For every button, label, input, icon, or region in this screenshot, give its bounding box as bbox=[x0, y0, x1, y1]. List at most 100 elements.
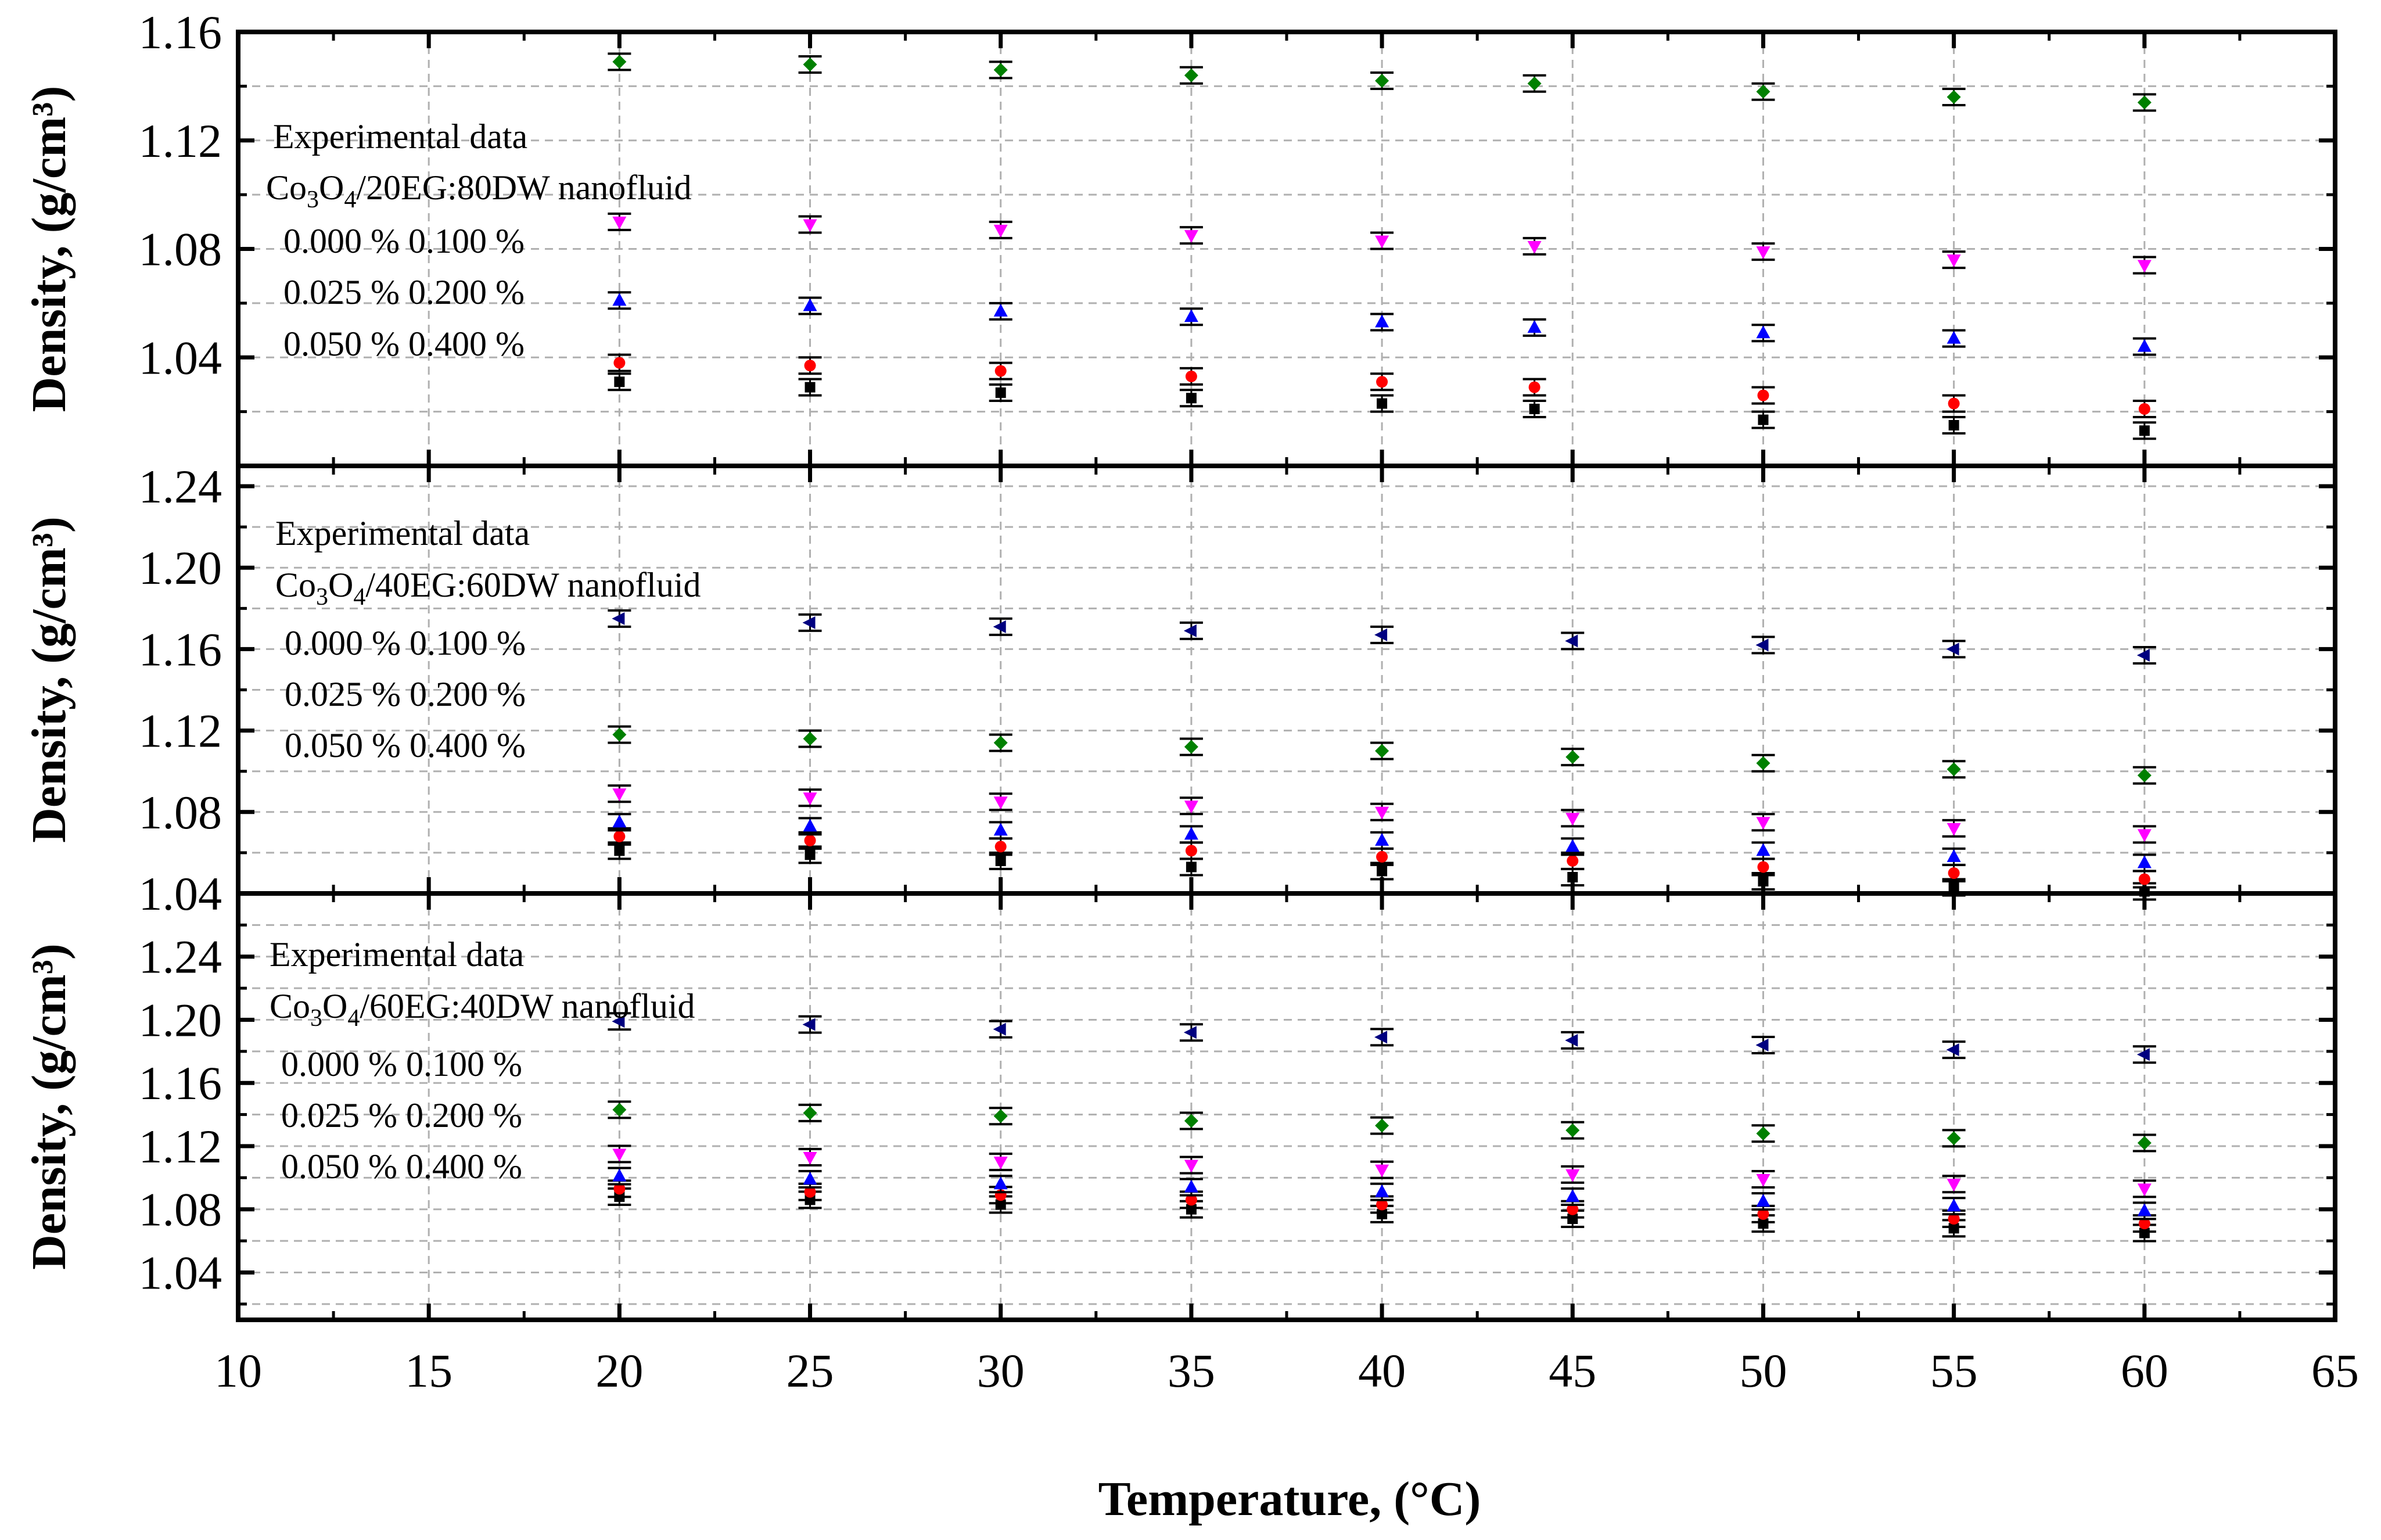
data-point bbox=[1375, 235, 1389, 249]
data-point bbox=[802, 616, 816, 629]
data-point bbox=[803, 1151, 817, 1165]
data-point bbox=[1185, 1194, 1197, 1206]
data-point bbox=[1375, 1164, 1389, 1178]
series-0100 bbox=[608, 212, 2156, 275]
series-0200 bbox=[608, 1100, 2156, 1153]
data-point bbox=[1565, 813, 1580, 826]
panel-2-annotation: Experimental data Co3O4/40EG:60DW nanofl… bbox=[275, 514, 701, 764]
data-point bbox=[2139, 1227, 2150, 1239]
data-point bbox=[2137, 95, 2152, 110]
data-point bbox=[1375, 74, 1389, 88]
data-point bbox=[803, 819, 817, 832]
data-point bbox=[1186, 861, 1197, 873]
series-0050 bbox=[608, 291, 2156, 356]
data-point bbox=[1374, 628, 1388, 641]
x-tick-label: 15 bbox=[405, 1344, 453, 1397]
data-point bbox=[1756, 1194, 1771, 1207]
panel-1-title-line1: Experimental data bbox=[273, 117, 527, 156]
data-point bbox=[2137, 1203, 2152, 1216]
y-tick-label: 1.08 bbox=[139, 1183, 222, 1236]
data-point bbox=[1565, 1189, 1580, 1202]
data-point bbox=[804, 834, 816, 846]
data-point bbox=[2137, 260, 2152, 273]
y-tick-label: 1.08 bbox=[139, 786, 222, 839]
data-point bbox=[1184, 68, 1198, 82]
data-point bbox=[1565, 839, 1580, 852]
panel-frame bbox=[236, 891, 2337, 1322]
data-point bbox=[1567, 1214, 1578, 1225]
panel-2-legend-row-2: 0.025 % 0.200 % bbox=[285, 675, 526, 713]
data-point bbox=[1184, 827, 1198, 840]
data-point bbox=[1183, 1026, 1197, 1039]
data-point bbox=[1758, 1218, 1769, 1229]
panel-1-title-line2: Co3O4/20EG:80DW nanofluid bbox=[266, 168, 692, 213]
data-point bbox=[1529, 403, 1540, 414]
data-point bbox=[993, 1109, 1008, 1123]
data-point bbox=[1756, 1174, 1771, 1187]
data-point bbox=[1376, 850, 1388, 863]
data-point bbox=[612, 727, 627, 742]
panel-2-title-line2: Co3O4/40EG:60DW nanofluid bbox=[275, 566, 701, 611]
data-point bbox=[1565, 1033, 1578, 1047]
data-point bbox=[1948, 397, 1960, 410]
data-point bbox=[1946, 1043, 1959, 1057]
data-point bbox=[803, 792, 817, 806]
series-0025 bbox=[608, 353, 2156, 418]
data-point bbox=[1947, 331, 1961, 344]
data-point bbox=[2137, 855, 2152, 868]
y-tick-label: 1.08 bbox=[139, 223, 222, 276]
data-point bbox=[612, 1168, 627, 1182]
data-point bbox=[995, 855, 1006, 866]
data-point bbox=[805, 849, 816, 860]
data-point bbox=[1947, 1179, 1961, 1192]
data-point bbox=[1375, 314, 1389, 328]
data-point bbox=[1527, 320, 1542, 333]
data-point bbox=[803, 58, 817, 72]
series-0200 bbox=[608, 52, 2156, 112]
data-point bbox=[1947, 762, 1961, 777]
data-point bbox=[994, 841, 1007, 853]
data-point bbox=[612, 788, 627, 802]
data-point bbox=[2137, 1183, 2152, 1197]
plot-layers: 1.04 1.08 1.12 1.16 Density, (g/cm³) 1.04 1.08… bbox=[22, 6, 2359, 1397]
data-point bbox=[2137, 1136, 2152, 1150]
y-axis-title: Density, (g/cm³) bbox=[22, 86, 76, 412]
data-point bbox=[1375, 1118, 1389, 1133]
series-0050 bbox=[608, 1166, 2156, 1220]
y-tick-label: 1.16 bbox=[139, 623, 222, 676]
data-point bbox=[1528, 381, 1540, 393]
data-point bbox=[1756, 843, 1771, 856]
data-point bbox=[1377, 398, 1388, 409]
data-point bbox=[993, 823, 1008, 836]
x-tick-label: 50 bbox=[1739, 1344, 1787, 1397]
data-point bbox=[1948, 1223, 1959, 1234]
data-point bbox=[1183, 624, 1197, 637]
data-point bbox=[995, 387, 1006, 398]
data-point bbox=[1184, 740, 1198, 754]
data-point bbox=[2138, 1218, 2150, 1230]
y-tick-label: 1.24 bbox=[139, 931, 222, 983]
data-point bbox=[1567, 1203, 1579, 1215]
panel-3-title-line2: Co3O4/60EG:40DW nanofluid bbox=[270, 987, 695, 1032]
data-point bbox=[804, 1186, 816, 1198]
data-point bbox=[1757, 1208, 1769, 1220]
y-tick-label: 1.12 bbox=[139, 114, 222, 167]
data-point bbox=[993, 303, 1008, 317]
data-point bbox=[612, 216, 627, 229]
data-point bbox=[1185, 845, 1197, 857]
data-point bbox=[613, 830, 626, 842]
data-point bbox=[803, 731, 817, 746]
data-point bbox=[803, 1172, 817, 1185]
data-point bbox=[1947, 90, 1961, 105]
data-point bbox=[993, 63, 1008, 77]
x-tick-label: 30 bbox=[977, 1344, 1025, 1397]
y-tick-label: 1.24 bbox=[139, 460, 222, 513]
data-point bbox=[1184, 1114, 1198, 1128]
y-tick-label: 1.16 bbox=[139, 6, 222, 59]
x-tick-label: 45 bbox=[1549, 1344, 1596, 1397]
data-point bbox=[993, 735, 1008, 750]
panel-1-legend-row-1: 0.000 % 0.100 % bbox=[283, 222, 525, 260]
data-point bbox=[1565, 750, 1580, 764]
panel-3: 1.04 1.08 1.12 1.16 1.20 1.24 Density, (g/cm³) bbox=[22, 891, 2337, 1322]
